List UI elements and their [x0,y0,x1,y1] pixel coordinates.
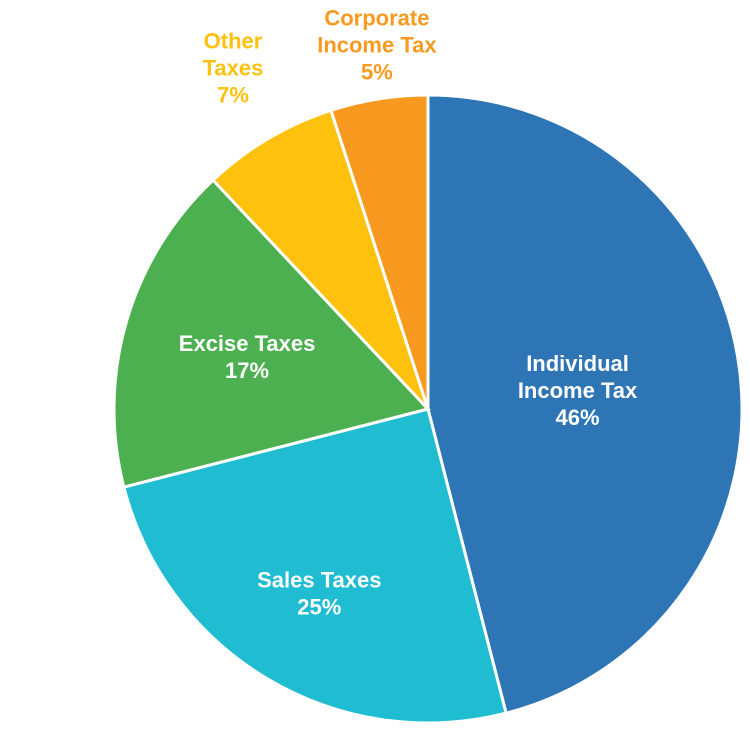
slice-category: Other [204,28,263,53]
slice-category: Individual [526,351,629,376]
pie-slice-2 [112,177,431,489]
pie-slice-0 [426,93,744,715]
slice-label-0: Individual Income Tax 46% [518,351,638,430]
slice-percent: 17% [225,358,269,383]
slice-category: Income Tax [518,378,638,403]
slice-category: Corporate [324,5,429,30]
slice-label-3: Other Taxes 7% [203,28,264,107]
slice-category: Excise Taxes [179,331,316,356]
pie-slice-4 [329,93,430,410]
slice-labels: Individual Income Tax 46%Sales Taxes 25%Exc… [179,5,638,619]
slice-category: Taxes [203,55,264,80]
pie-slice-1 [122,407,508,725]
slice-category: Sales Taxes [257,567,381,592]
slice-percent: 5% [361,59,393,84]
pie-slice-3 [210,108,430,411]
pie-slices [112,93,744,725]
slice-percent: 25% [297,594,341,619]
slice-label-1: Sales Taxes 25% [257,567,381,619]
slice-label-2: Excise Taxes 17% [179,331,316,383]
slice-label-4: Corporate Income Tax 5% [317,5,437,84]
slice-percent: 46% [556,405,600,430]
slice-category: Income Tax [317,32,437,57]
slice-percent: 7% [217,82,249,107]
